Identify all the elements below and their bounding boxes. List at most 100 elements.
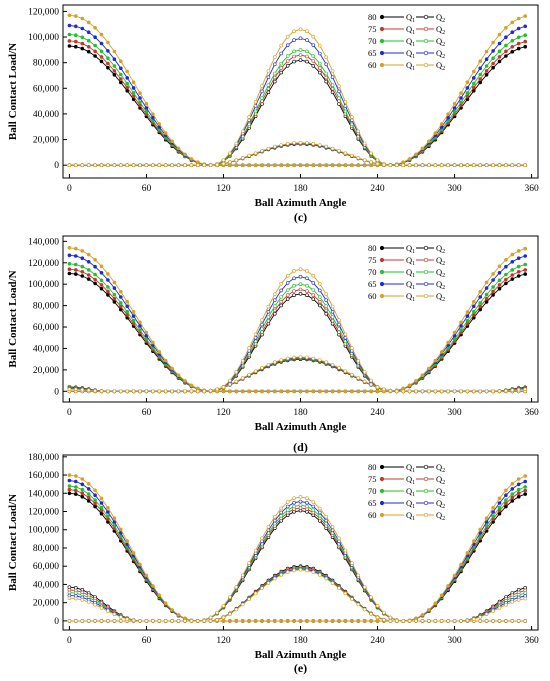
data-point [67,253,72,258]
legend-q1-label: Q1 [406,486,415,498]
data-point [478,80,483,85]
legend-q1-label: Q1 [406,243,415,255]
data-point [330,304,335,309]
data-point [317,510,322,515]
data-point [99,505,104,510]
data-point [356,358,361,363]
data-point [484,163,489,167]
data-point [471,81,476,86]
data-point [337,84,341,88]
data-point [504,493,508,498]
data-point [279,143,284,147]
data-point [516,46,521,51]
data-point [330,315,335,319]
data-point [497,619,502,623]
legend-series-name: 70 [368,486,377,496]
data-point [350,619,354,623]
data-point [144,109,149,114]
data-point [125,163,129,167]
data-point [298,619,303,623]
data-point [350,597,354,601]
legend-q1-marker [379,269,385,275]
data-point [131,618,136,623]
data-point [375,385,380,390]
data-point [93,49,97,54]
legend-q1-label: Q1 [406,462,415,474]
data-point [292,29,296,34]
data-point [247,389,251,394]
legend-q1-label: Q1 [406,24,415,36]
data-point [67,478,72,483]
data-point [330,69,335,73]
data-point [401,619,406,623]
data-point [497,496,502,501]
data-point [375,619,380,623]
data-point [375,604,380,608]
legend-q1-label: Q1 [406,279,415,291]
data-point [427,619,431,623]
data-point [138,328,142,332]
data-point [279,66,284,70]
data-point [459,389,463,394]
data-point [369,389,373,394]
data-point [106,65,110,70]
data-point [311,281,316,285]
data-point [138,324,142,328]
data-point [516,491,521,496]
series-line-q1-75 [69,489,526,622]
data-point [362,585,367,589]
data-point [234,369,239,374]
data-point [279,51,284,56]
data-point [452,109,457,114]
series-line-q2-lower-80 [69,358,526,392]
data-point [362,379,367,384]
data-point [337,163,341,167]
data-point [208,163,213,167]
legend-q2-label: Q2 [436,243,445,255]
data-point [260,318,264,323]
data-point [523,387,528,392]
data-point [163,619,168,623]
data-point [510,259,515,264]
data-point [80,35,85,40]
data-point [112,296,117,301]
data-point [144,389,149,394]
data-point [337,366,341,370]
y-tick-label: 180,000 [28,453,59,463]
data-point [112,69,117,73]
data-point [93,388,97,393]
data-point [292,389,296,394]
legend-q2-marker [423,245,429,251]
panel-label: (e) [294,661,307,675]
data-point [465,86,470,90]
data-point [74,163,78,167]
data-point [510,600,515,604]
data-point [298,567,303,572]
data-point [74,485,78,489]
data-point [138,619,142,623]
data-point [163,131,168,135]
data-point [459,562,463,567]
data-point [144,573,149,578]
data-point [324,163,329,167]
data-point [228,595,232,600]
data-point [138,163,142,167]
data-point [279,303,284,308]
data-point [292,269,296,273]
legend-q2-label: Q2 [436,36,445,48]
data-point [80,619,85,623]
data-point [491,61,495,66]
data-point [272,308,277,313]
data-point [311,54,316,58]
legend-q1-marker [379,38,385,44]
data-point [311,297,316,301]
data-point [240,156,245,160]
data-point [350,372,354,377]
data-point [523,262,528,267]
data-point [504,272,508,277]
data-point [350,389,354,394]
data-point [292,141,296,145]
x-tick-label: 60 [142,636,152,646]
data-point [497,505,502,510]
data-point [247,561,251,565]
